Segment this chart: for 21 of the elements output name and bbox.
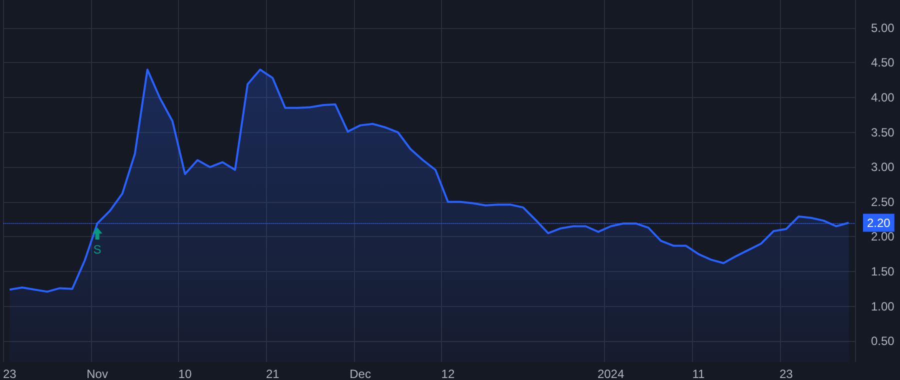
ref-line-label: 2.20 (867, 216, 891, 230)
y-tick-label: 3.00 (871, 160, 895, 174)
x-tick-label: 21 (266, 367, 280, 380)
x-tick-label: 11 (692, 367, 705, 380)
y-tick-label: 0.50 (871, 334, 895, 348)
y-tick-label: 4.00 (871, 90, 895, 104)
x-tick-label: 2024 (597, 367, 624, 380)
y-tick-label: 1.50 (871, 264, 895, 278)
y-tick-label: 2.00 (871, 230, 895, 244)
y-tick-label: 4.50 (871, 56, 895, 70)
y-tick-label: 1.00 (871, 299, 895, 314)
y-tick-label: 2.50 (871, 194, 895, 209)
x-tick-label: 23 (2, 367, 17, 380)
x-tick-label: Dec (350, 367, 371, 380)
y-tick-label: 5.00 (871, 20, 895, 35)
x-tick-label: 10 (178, 367, 192, 380)
x-tick-label: 12 (441, 367, 455, 380)
x-tick-label: 23 (779, 367, 794, 380)
annotation: S (93, 242, 102, 256)
x-tick-label: Nov (86, 367, 108, 380)
y-tick-label: 3.50 (871, 125, 895, 140)
